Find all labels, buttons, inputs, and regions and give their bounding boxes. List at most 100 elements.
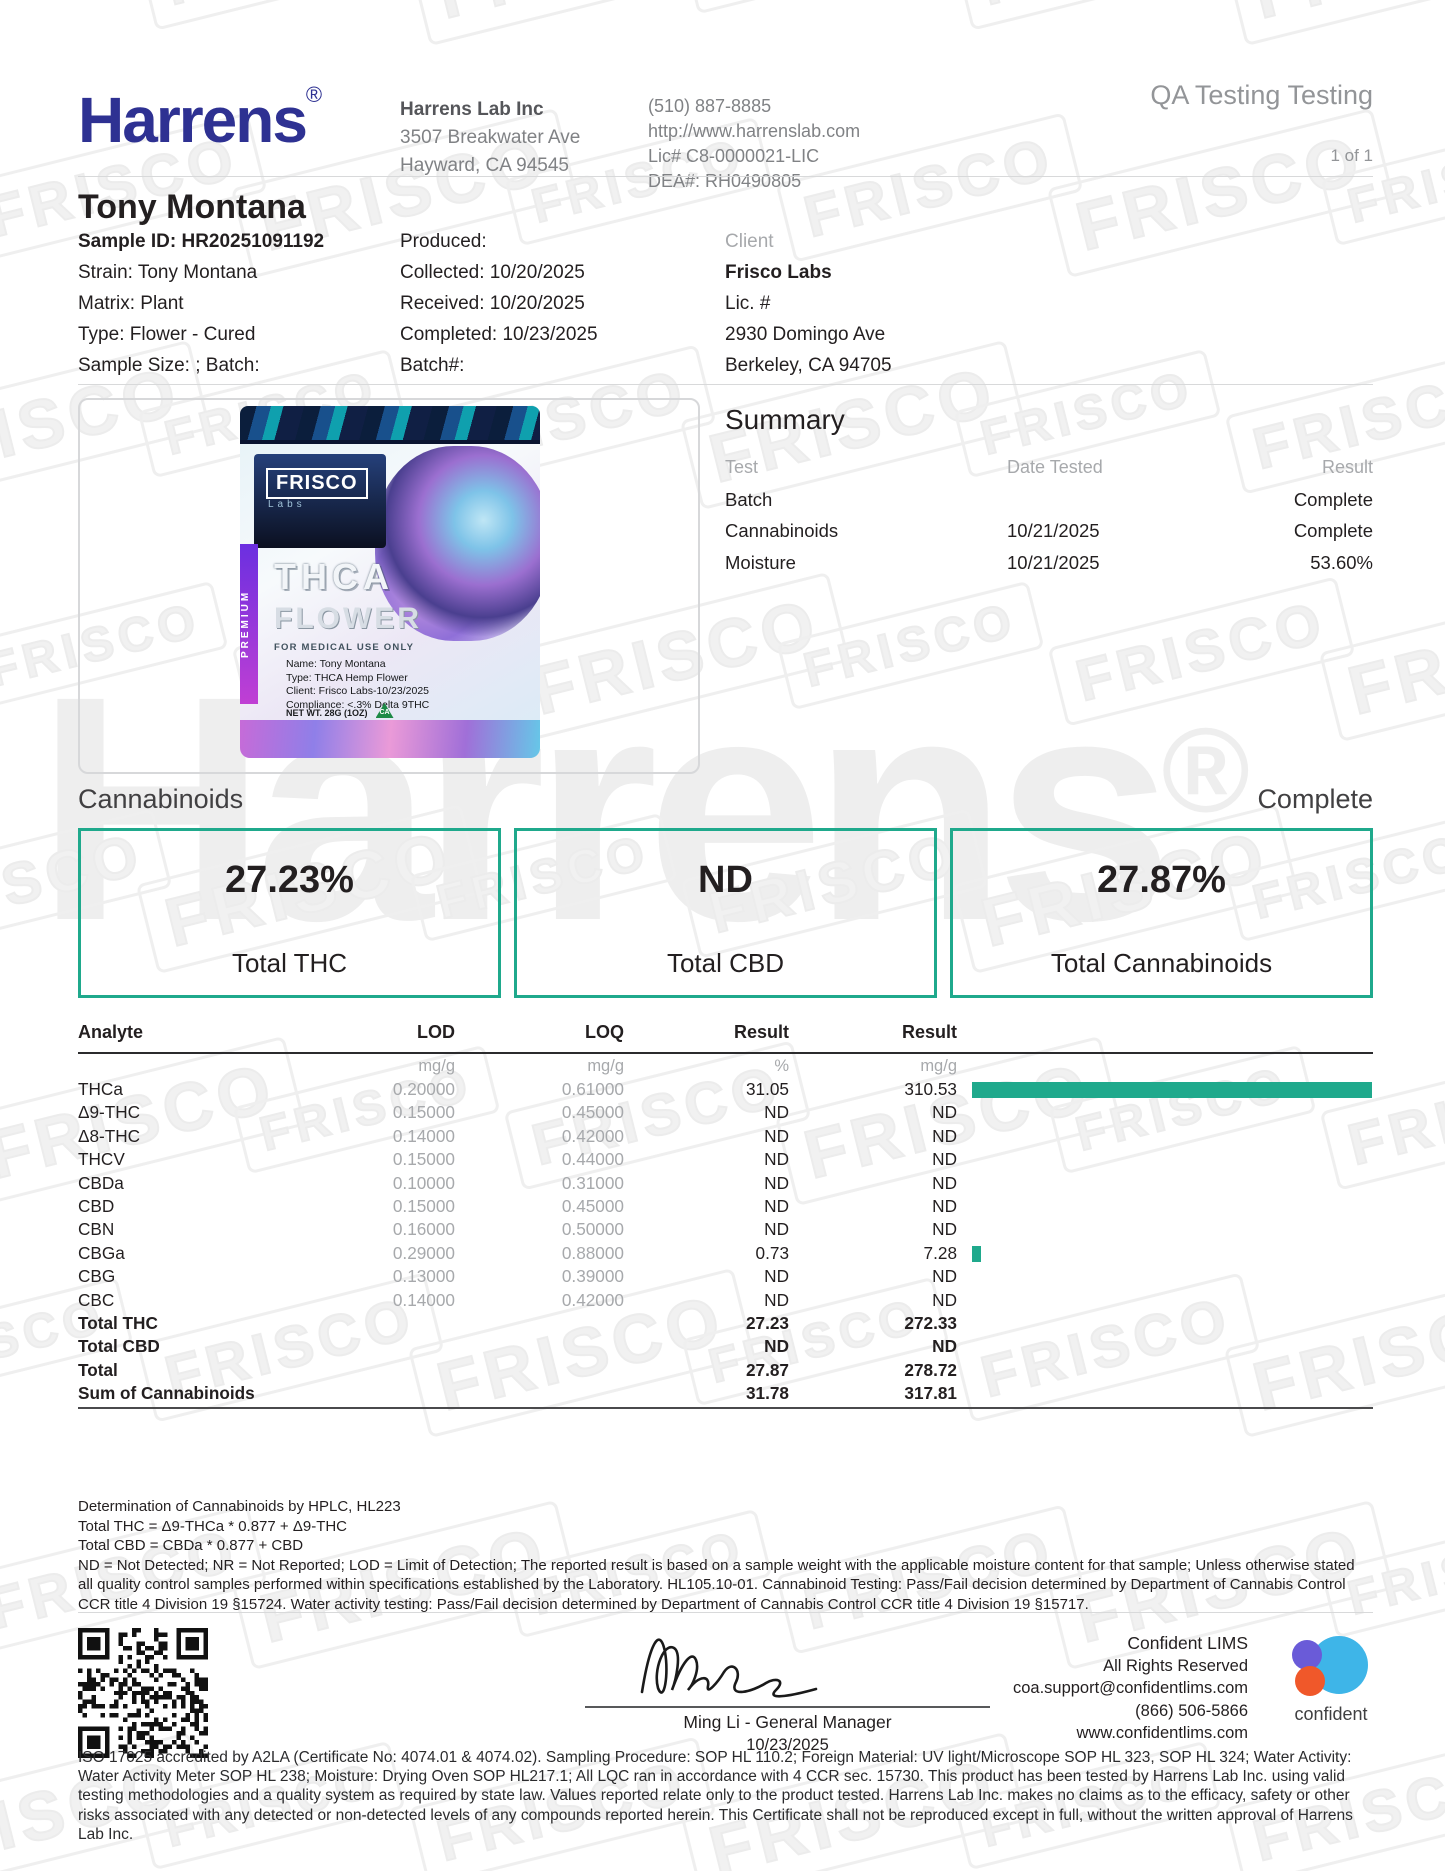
analyte-result-pct: ND <box>764 1266 789 1287</box>
pouch-label-line: Compliance: <.3% Delta 9THC <box>286 698 430 711</box>
sample-divider <box>78 384 1373 385</box>
summary-date: 10/21/2025 <box>1007 520 1100 541</box>
cannabinoids-status: Complete <box>1257 784 1373 814</box>
lab-contact-block: (510) 887-8885 http://www.harrenslab.com… <box>648 94 860 194</box>
registered-mark-icon: ® <box>1161 703 1250 838</box>
summary-date <box>1007 484 1207 516</box>
lab-address-line1: 3507 Breakwater Ave <box>400 127 581 148</box>
report-type-title: QA Testing Testing <box>1150 80 1373 110</box>
analyte-loq: 0.61000 <box>561 1079 624 1099</box>
sample-info-line: Sample ID: HR20251091192 <box>78 231 325 252</box>
highlight-value: ND <box>698 859 753 901</box>
analyte-result-mgg: ND <box>932 1219 957 1240</box>
analyte-result-mgg: 310.53 <box>904 1079 957 1099</box>
lab-address-line2: Hayward, CA 94545 <box>400 155 569 176</box>
analyte-row: THCa 0.20000 0.61000 31.05 310.53 <box>78 1078 1373 1101</box>
sign-date: 10/23/2025 <box>746 1736 829 1754</box>
pouch-seal-graphic <box>240 406 540 444</box>
col-lod: LOD <box>417 1022 455 1042</box>
signature-image <box>640 1638 818 1698</box>
analyte-row: CBN 0.16000 0.50000 ND ND <box>78 1218 1373 1241</box>
pouch-label-line: Type: THCA Hemp Flower <box>286 671 408 684</box>
highlight-label: Total THC <box>231 948 348 978</box>
analyte-result-pct: 27.23 <box>745 1312 789 1333</box>
analyte-result-pct: 0.73 <box>755 1242 789 1263</box>
summary-result: Complete <box>1293 488 1373 510</box>
unit-lod: mg/g <box>418 1057 455 1075</box>
registered-mark-icon: ® <box>305 82 323 107</box>
analyte-row: THCV 0.15000 0.44000 ND ND <box>78 1148 1373 1171</box>
summary-section: Summary Test Date Tested Result Batch Com… <box>725 404 1373 578</box>
analyte-result-pct: 31.05 <box>745 1079 789 1099</box>
analyte-row: CBD 0.15000 0.45000 ND ND <box>78 1195 1373 1218</box>
summary-row: Moisture 10/21/2025 53.60% <box>725 547 1373 579</box>
pouch-product-line1: THCA <box>274 556 394 597</box>
cannabinoid-highlight-boxes: 27.23% Total THC ND Total CBD 27.87% Total Ca… <box>78 828 1373 998</box>
analyte-lod: 0.10000 <box>392 1172 455 1193</box>
analyte-result-pct: ND <box>764 1336 789 1357</box>
analyte-name: THCV <box>78 1149 125 1170</box>
analyte-name: CBN <box>78 1219 115 1240</box>
lab-website-link[interactable]: http://www.harrenslab.com <box>648 121 861 141</box>
summary-col-test: Test <box>725 457 759 477</box>
lab-dea-number: DEA#: RH0490805 <box>648 171 802 191</box>
net-weight-text: NET WT. 28G (1OZ) <box>286 708 368 718</box>
pouch-brand-sub-text: Labs <box>268 499 306 510</box>
summary-result: Complete <box>1293 520 1373 541</box>
analyte-loq: 0.31000 <box>561 1172 624 1193</box>
analyte-result-mgg: ND <box>932 1172 957 1193</box>
analyte-name: THCa <box>78 1079 123 1099</box>
summary-result: 53.60% <box>1310 551 1373 573</box>
summary-row: Batch Complete <box>725 484 1373 516</box>
confident-logo-purple-circle-icon <box>1292 1640 1322 1670</box>
summary-test: Cannabinoids <box>725 520 839 541</box>
col-loq: LOQ <box>585 1022 624 1042</box>
lab-name: Harrens Lab Inc <box>400 99 544 120</box>
client-address-line1: 2930 Domingo Ave <box>725 324 886 345</box>
analyte-name: Δ8-THC <box>78 1125 141 1146</box>
analyte-result-mgg: ND <box>932 1289 957 1310</box>
pouch-product-line2: FLOWER <box>274 602 422 635</box>
analyte-lod: 0.13000 <box>392 1266 455 1287</box>
lab-address-block: Harrens Lab Inc 3507 Breakwater Ave Hayw… <box>400 96 580 180</box>
analyte-loq: 0.45000 <box>561 1102 624 1123</box>
sample-info-line: Sample Size: ; Batch: <box>78 355 260 376</box>
analyte-result-mgg: 317.81 <box>904 1383 957 1404</box>
analyte-result-pct: ND <box>764 1102 789 1123</box>
analyte-row: CBC 0.14000 0.42000 ND ND <box>78 1289 1373 1312</box>
highlight-label: Total Cannabinoids <box>1050 948 1273 978</box>
analyte-name: Δ9-THC <box>78 1102 141 1123</box>
analyte-result-mgg: ND <box>932 1336 957 1357</box>
lims-email-link[interactable]: coa.support@confidentlims.com <box>1012 1679 1248 1697</box>
analyte-name: CBGa <box>78 1242 125 1263</box>
analyte-name: Total <box>78 1359 118 1380</box>
ca-cannabis-symbol-icon: CA <box>375 703 394 718</box>
analyte-result-mgg: 7.28 <box>923 1242 957 1263</box>
product-image-frame: FRISCO Labs PREMIUM THCA FLOWER FOR MEDI… <box>78 398 700 774</box>
footnote-line: Total THC = Δ9-THCa * 0.877 + Δ9-THC <box>78 1517 348 1535</box>
confident-logo-orange-circle-icon <box>1295 1666 1325 1696</box>
analyte-result-pct: ND <box>764 1195 789 1216</box>
pouch-body-graphic: FRISCO Labs PREMIUM THCA FLOWER FOR MEDI… <box>240 444 540 720</box>
lab-phone: (510) 887-8885 <box>648 96 772 116</box>
analyte-result-pct: 27.87 <box>745 1359 789 1380</box>
sample-title: Tony Montana <box>78 188 306 226</box>
sample-info-column-2: Produced: Collected: 10/20/2025 Received: … <box>400 226 598 381</box>
summary-date: 10/21/2025 <box>1007 551 1100 573</box>
client-label: Client <box>725 231 774 252</box>
client-address-line2: Berkeley, CA 94705 <box>725 355 892 376</box>
analyte-row: Total CBD ND ND <box>78 1335 1373 1358</box>
analyte-name: Sum of Cannabinoids <box>78 1383 255 1404</box>
footnotes-divider <box>78 1612 1373 1613</box>
product-image: FRISCO Labs PREMIUM THCA FLOWER FOR MEDI… <box>240 406 540 758</box>
summary-col-result: Result <box>1321 457 1373 477</box>
summary-test: Moisture <box>725 551 796 573</box>
iso-accreditation-note: ISO 17025 accredited by A2LA (Certificat… <box>78 1749 1353 1843</box>
lab-license: Lic# C8-0000021-LIC <box>648 146 820 166</box>
lims-phone: (866) 506-5866 <box>1135 1701 1248 1720</box>
lims-name: Confident LIMS <box>1127 1633 1248 1653</box>
sample-info-line: Completed: 10/23/2025 <box>400 324 598 345</box>
signer-name: Ming Li - General Manager <box>683 1712 892 1732</box>
lims-website-link[interactable]: www.confidentlims.com <box>1076 1724 1248 1742</box>
